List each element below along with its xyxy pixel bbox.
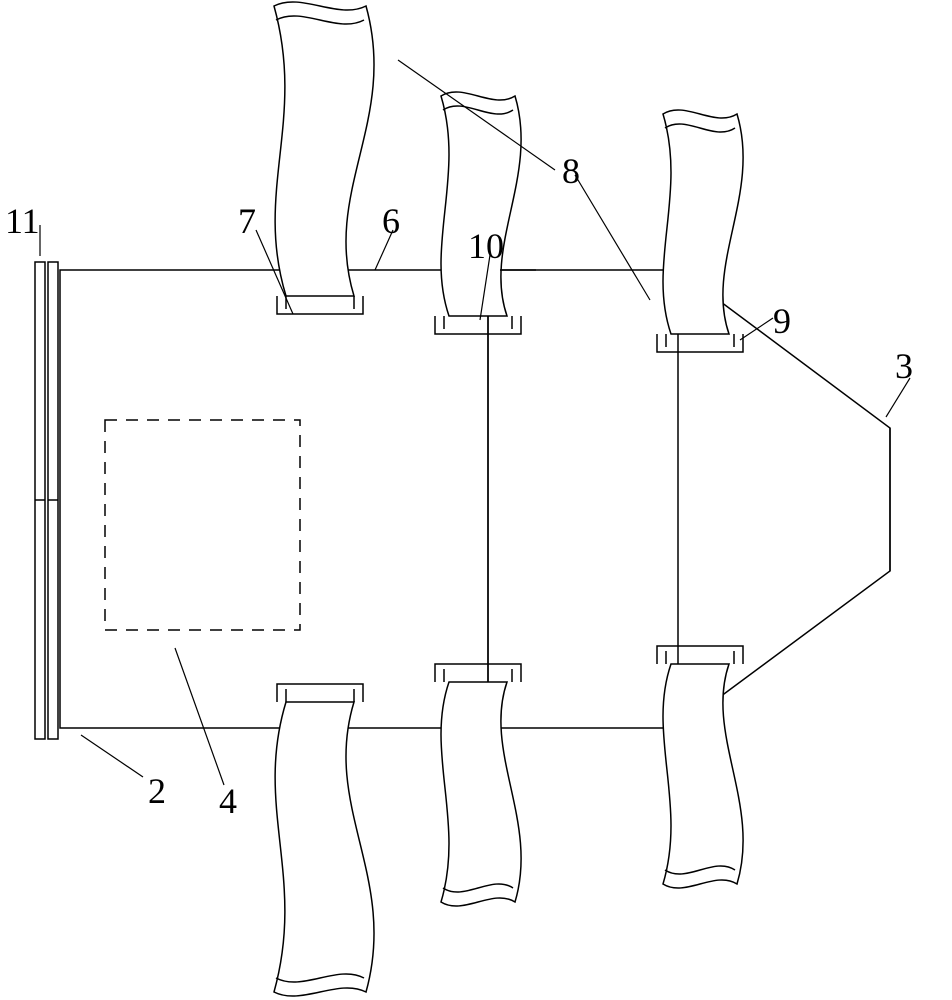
callout-label-8: 8	[562, 150, 580, 192]
callout-label-10: 10	[468, 225, 504, 267]
callout-label-6: 6	[382, 200, 400, 242]
callout-label-11: 11	[5, 200, 40, 242]
callout-label-7: 7	[238, 200, 256, 242]
callout-label-2: 2	[148, 770, 166, 812]
callout-label-3: 3	[895, 345, 913, 387]
callout-label-4: 4	[219, 780, 237, 822]
technical-diagram	[0, 0, 952, 1000]
callout-label-9: 9	[773, 300, 791, 342]
